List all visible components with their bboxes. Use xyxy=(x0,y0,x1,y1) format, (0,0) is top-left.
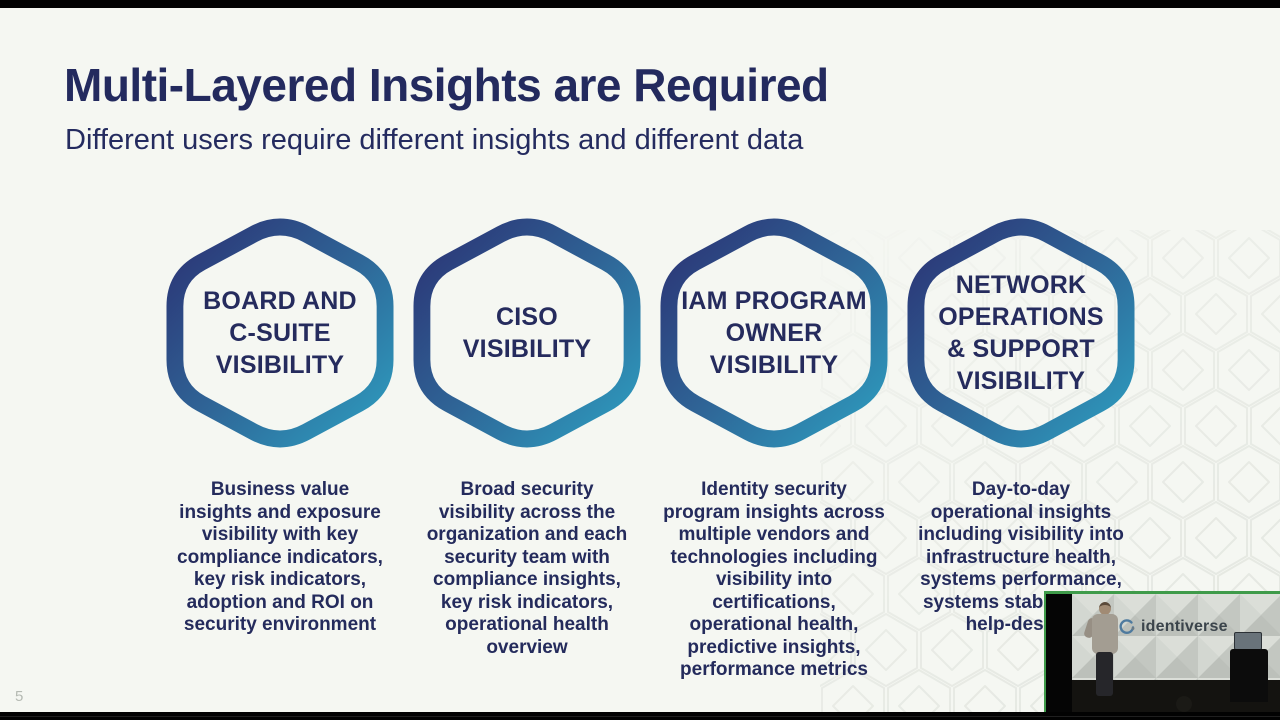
table-drape xyxy=(1230,649,1268,702)
hexagon-label: CISO VISIBILITY xyxy=(462,303,592,363)
stage-scene: identiverse xyxy=(1072,594,1280,720)
hexagon-badge: NETWORK OPERATIONS & SUPPORT VISIBILITY xyxy=(907,211,1135,455)
hexagon-badge: IAM PROGRAM OWNER VISIBILITY xyxy=(660,211,888,455)
slide-title: Multi-Layered Insights are Required xyxy=(64,59,829,111)
audience-member-silhouette xyxy=(1176,696,1192,712)
hexagon-outline-icon xyxy=(413,218,641,448)
speaker-head xyxy=(1099,602,1111,615)
column-description: Day-to-day operational insights includin… xyxy=(918,479,1124,635)
speaker-video-overlay: identiverse xyxy=(1044,591,1280,720)
speaker-silhouette xyxy=(1083,602,1128,712)
hexagon-outline-icon xyxy=(907,218,1135,448)
column-description: Broad security visibility across the org… xyxy=(426,479,628,658)
insight-column-iam: IAM PROGRAM OWNER VISIBILITY Identity se… xyxy=(650,211,898,682)
insight-column-ciso: CISO VISIBILITY Broad security visibilit… xyxy=(403,211,651,659)
hexagon-outline-icon xyxy=(166,218,394,448)
hexagon-label: BOARD AND C-SUITE VISIBILITY xyxy=(203,287,357,379)
speaker-legs xyxy=(1096,652,1113,696)
insight-column-board: BOARD AND C-SUITE VISIBILITY Business va… xyxy=(156,211,404,637)
page-number: 5 xyxy=(15,688,24,705)
column-description: Business value insights and exposure vis… xyxy=(177,479,383,635)
hexagon-badge: BOARD AND C-SUITE VISIBILITY xyxy=(166,211,394,455)
insight-column-netops: NETWORK OPERATIONS & SUPPORT VISIBILITY … xyxy=(897,211,1145,637)
identiverse-logo: identiverse xyxy=(1118,618,1228,636)
presentation-slide: Multi-Layered Insights are Required Diff… xyxy=(0,8,1280,712)
hexagon-outline-icon xyxy=(660,218,888,448)
identiverse-logo-icon xyxy=(1119,618,1135,634)
slide-subtitle: Different users require different insigh… xyxy=(65,124,804,156)
laptop-icon xyxy=(1234,632,1262,650)
identiverse-logo-text: identiverse xyxy=(1141,618,1228,635)
letterbox-top xyxy=(0,0,1280,8)
video-timeline xyxy=(0,716,1280,717)
hexagon-label: NETWORK OPERATIONS & SUPPORT VISIBILITY xyxy=(938,271,1104,395)
letterbox-bottom xyxy=(0,712,1280,720)
podium-table xyxy=(1226,632,1270,702)
column-description: Identity security program insights acros… xyxy=(663,479,885,680)
stage-side-curtain xyxy=(1046,594,1072,720)
hexagon-label: IAM PROGRAM OWNER VISIBILITY xyxy=(681,287,867,379)
speaker-jacket xyxy=(1092,614,1118,654)
hexagon-badge: CISO VISIBILITY xyxy=(413,211,641,455)
